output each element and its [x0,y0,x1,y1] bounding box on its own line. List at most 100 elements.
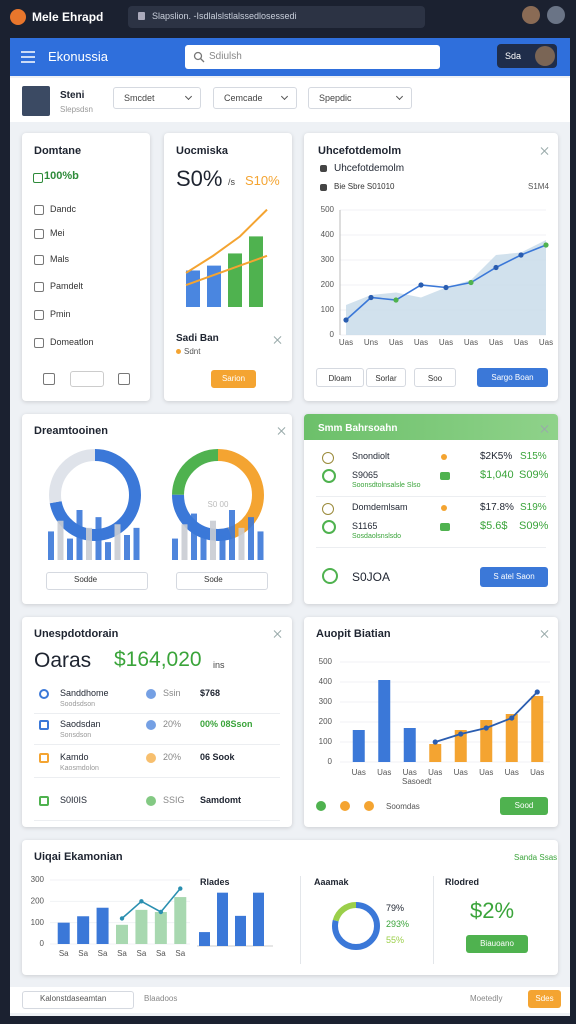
avatar[interactable] [522,6,540,24]
control-label: Sodde [74,575,98,584]
x-tick-label: Sa [117,949,127,958]
control-box[interactable] [176,572,268,590]
row-value: 00% 08Sson [200,719,253,729]
trend-line [185,254,268,287]
status-dot [441,454,447,460]
x-tick-label: Uas [414,338,428,347]
menu-icon[interactable] [21,51,35,63]
metric-unit: /s [228,177,236,187]
close-icon[interactable] [541,630,549,638]
button[interactable]: Biauoano [466,935,528,953]
nav-footer-toggle[interactable] [70,371,104,387]
url-bar[interactable]: Slapslion. -Isdlalslstlalssedlosessedi [128,6,425,28]
close-icon[interactable] [541,147,549,155]
legend-dot [316,801,326,811]
row-sub: Sosdaolsnslsdo [352,533,402,540]
button[interactable]: Sood [500,797,548,815]
bar [57,922,70,944]
x-tick-label: Sa [175,949,185,958]
button[interactable]: Soo [414,368,456,387]
bar [505,714,518,762]
bar [531,696,544,762]
user-badge[interactable]: Sda [497,44,557,68]
button[interactable]: Sargo Boan [477,368,548,387]
nav-icon [34,310,44,320]
bar [124,535,130,560]
button[interactable]: Dloam [316,368,364,387]
chart-title: Aaamak [314,877,349,887]
row-badge [440,472,450,480]
row-icon [39,689,49,699]
filter-select[interactable]: Spepdic [308,87,412,109]
nav-footer-icon[interactable] [43,373,55,385]
bar [95,517,102,560]
bar [253,892,264,946]
nav-footer-icon[interactable] [118,373,130,385]
metric-value: S0% [176,166,223,191]
app-header: Ekonussia Sdiulsh Sda [10,38,570,76]
metric-chart [185,208,268,307]
close-icon[interactable] [278,427,286,435]
donut-segment [172,449,264,541]
bar [199,932,210,946]
row-top-pct: S15% [520,451,547,462]
button[interactable]: Sdes [528,990,561,1008]
row-label: Snondiolt [352,451,390,461]
chart-title: Rlodred [445,877,480,887]
row-sub: Soodsdson [60,701,96,708]
orders-card [22,617,292,827]
bar [57,520,64,560]
line-point [443,284,449,291]
close-icon[interactable] [541,425,549,433]
legend-text: Bie Sbre S01010 [334,182,395,191]
x-tick-label: Uas [479,768,493,777]
search-box[interactable]: Sdiulsh [185,45,440,69]
button[interactable]: S atel Saon [480,567,548,587]
bar [249,236,263,307]
stat-value: $2% [470,898,515,923]
row-name: S0I0IS [60,795,88,805]
trend-line [121,888,181,920]
line-point [432,739,438,745]
x-tick-label: Uas [464,338,478,347]
button[interactable]: Sarion [211,370,256,388]
bar [352,730,365,762]
legend-icon [320,184,327,191]
nav-item[interactable]: Pmin [50,309,71,319]
nav-item[interactable]: Pamdelt [50,281,84,291]
line-point [119,916,125,921]
y-tick-label: 300 [321,255,335,264]
bar [135,909,148,944]
card-link[interactable]: Sanda Ssas [514,853,558,862]
y-tick-label: 200 [31,896,45,905]
divider [300,876,301,964]
close-icon[interactable] [274,336,282,344]
bar [217,892,228,946]
y-tick-label: 0 [330,330,335,339]
nav-item[interactable]: Mals [50,254,70,264]
divider [34,777,280,778]
close-icon[interactable] [274,630,282,638]
sales-card [304,414,558,604]
avatar[interactable] [547,6,565,24]
nav-item[interactable]: Dandc [50,204,77,214]
row-dot [146,796,156,806]
app-title: Ekonussia [48,49,108,64]
footer-mid: Blaadoos [144,994,178,1003]
button[interactable]: Sorlar [366,368,406,387]
filter-select[interactable]: Cemcade [213,87,297,109]
bar [186,270,200,307]
bar [116,924,128,944]
divider [316,547,546,548]
search-icon [193,51,205,63]
filter-select[interactable]: Smcdet [113,87,201,109]
nav-item[interactable]: Domeatlon [50,337,94,347]
row-value: $1,040 [480,469,514,481]
footer-field[interactable] [22,991,134,1009]
row-icon [322,520,336,534]
nav-item[interactable]: Mei [50,228,65,238]
control-box[interactable] [46,572,148,590]
row-mid: 20% [163,719,182,729]
row-mid: SSIG [163,795,185,805]
tab-title[interactable]: Mele Ehrapd [32,10,104,24]
